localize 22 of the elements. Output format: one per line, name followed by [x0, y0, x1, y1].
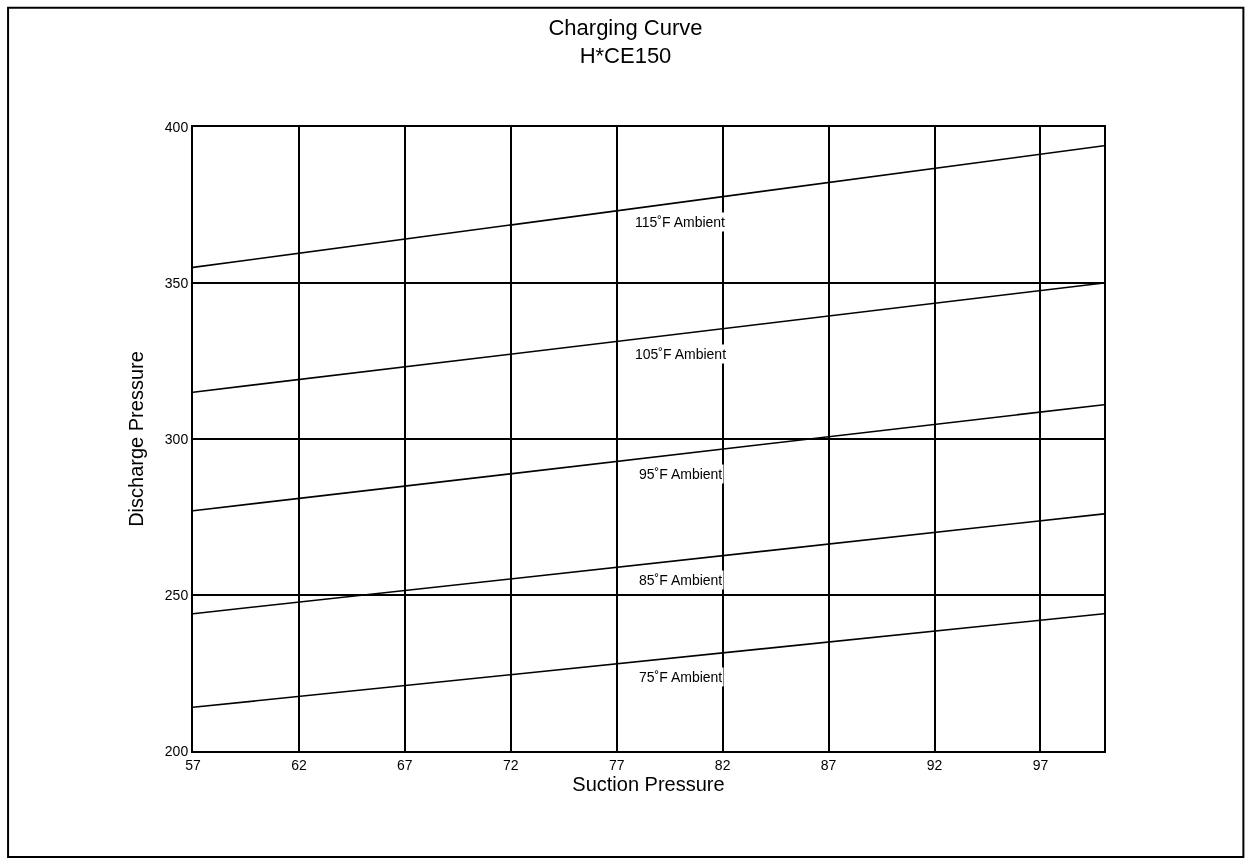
series-label: 95˚F Ambient	[639, 466, 723, 482]
series-label: 85˚F Ambient	[639, 572, 723, 588]
x-tick-label: 67	[397, 756, 413, 773]
chart-title: Charging Curve H*CE150	[548, 14, 703, 69]
x-tick-label: 87	[820, 756, 837, 773]
series-label: 105˚F Ambient	[635, 346, 727, 362]
y-tick-label: 200	[164, 742, 189, 759]
series-label: 115˚F Ambient	[635, 214, 726, 230]
y-tick-label: 250	[164, 586, 189, 603]
y-tick-label: 300	[164, 430, 189, 447]
y-axis-title: Discharge Pressure	[124, 351, 147, 527]
series-label: 75˚F Ambient	[639, 669, 723, 685]
x-tick-label: 57	[185, 756, 201, 773]
y-tick-label: 400	[164, 118, 189, 135]
x-tick-label: 77	[608, 756, 625, 773]
x-tick-label: 97	[1032, 756, 1049, 773]
x-tick-label: 82	[714, 756, 731, 773]
y-tick-label: 350	[164, 274, 189, 291]
x-tick-label: 62	[291, 756, 307, 773]
x-axis-title: Suction Pressure	[572, 772, 725, 795]
x-tick-label: 72	[503, 756, 519, 773]
x-tick-label: 92	[926, 756, 943, 773]
